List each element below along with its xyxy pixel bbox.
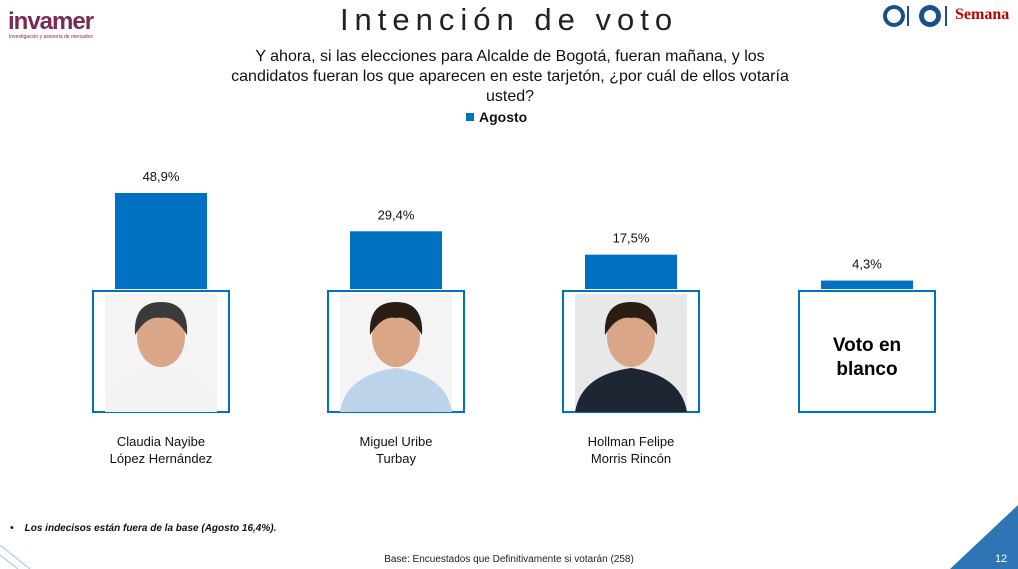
page-number: 12	[995, 553, 1008, 565]
legend: Agosto	[466, 109, 527, 125]
bar	[115, 193, 207, 289]
logo-tagline: Investigación y asesoría de mercados	[9, 34, 93, 40]
x-tick-label: Claudia Nayibe López Hernández	[109, 434, 213, 466]
legend-swatch	[466, 113, 474, 121]
base-note: Base: Encuestados que Definitivamente si…	[384, 554, 634, 565]
photo-frame	[798, 290, 936, 413]
x-tick-label: Hollman Felipe Morris Rincón	[587, 434, 675, 466]
bar	[350, 231, 442, 289]
photo-head	[137, 307, 185, 367]
bar	[821, 280, 913, 289]
photo-head	[372, 307, 420, 367]
bar	[585, 254, 677, 289]
x-tick-label: Miguel Uribe Turbay	[359, 434, 433, 466]
legend-label: Agosto	[479, 109, 528, 125]
partner-logo: Semana	[955, 6, 1010, 23]
chart-title: Intención de voto	[339, 2, 679, 37]
photo-hair	[134, 302, 188, 335]
photo-shoulders	[105, 368, 217, 412]
logo: invamer	[8, 8, 94, 35]
partner-icons	[883, 5, 947, 27]
photo-head	[607, 307, 655, 367]
x-tick-label: Voto en blanco	[832, 335, 902, 380]
footnote: • Los indecisos están fuera de la base (…	[10, 523, 277, 534]
data-label: 48,9%	[143, 169, 180, 184]
photo-shoulders	[575, 368, 687, 412]
data-label: 4,3%	[852, 257, 882, 272]
data-label: 17,5%	[613, 231, 650, 246]
photo-hair	[604, 302, 658, 335]
photo-hair	[369, 302, 423, 335]
chart-subtitle: Y ahora, si las elecciones para Alcalde …	[231, 48, 789, 105]
data-label: 29,4%	[378, 207, 415, 222]
footnote-text: Los indecisos están fuera de la base (Ag…	[24, 523, 277, 534]
photo-shoulders	[340, 368, 452, 412]
